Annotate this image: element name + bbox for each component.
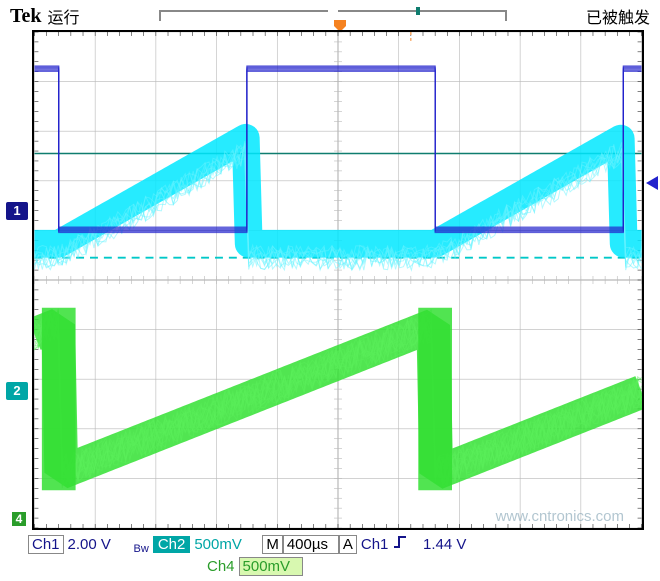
trig-level: 1.44 V [410, 536, 470, 553]
run-status: 运行 [48, 4, 80, 28]
ch4-scale: 500mV [239, 557, 303, 576]
ch2-scale: 500mV [190, 536, 262, 553]
bw-icon: Bw [130, 543, 153, 555]
trig-source: Ch1 [357, 536, 393, 553]
ch2-label: Ch2 [153, 536, 191, 553]
trig-a-label: A [339, 535, 357, 554]
readout-bar: Ch1 2.00 V Bw Ch2 500mV M 400µs A Ch1 1.… [28, 533, 654, 577]
timebase-scale: 400µs [283, 535, 339, 554]
ch1-scale: 2.00 V [64, 536, 130, 553]
brand-logo: Tek [10, 5, 42, 28]
ch2-zero-marker: 2 [6, 382, 28, 400]
trig-slope-icon [392, 534, 410, 554]
timebase-label: M [262, 535, 283, 554]
watermark: www.cntronics.com [496, 508, 624, 525]
trigger-level-marker [644, 176, 658, 195]
ch1-zero-marker: 1 [6, 202, 28, 220]
ch1-label: Ch1 [28, 535, 64, 554]
ch4-zero-marker: 4 [12, 512, 26, 526]
oscilloscope-display [32, 30, 644, 530]
ch4-label: Ch4 [203, 558, 239, 575]
waveform-plot [34, 32, 642, 528]
trigger-status: 已被触发 [586, 4, 650, 28]
